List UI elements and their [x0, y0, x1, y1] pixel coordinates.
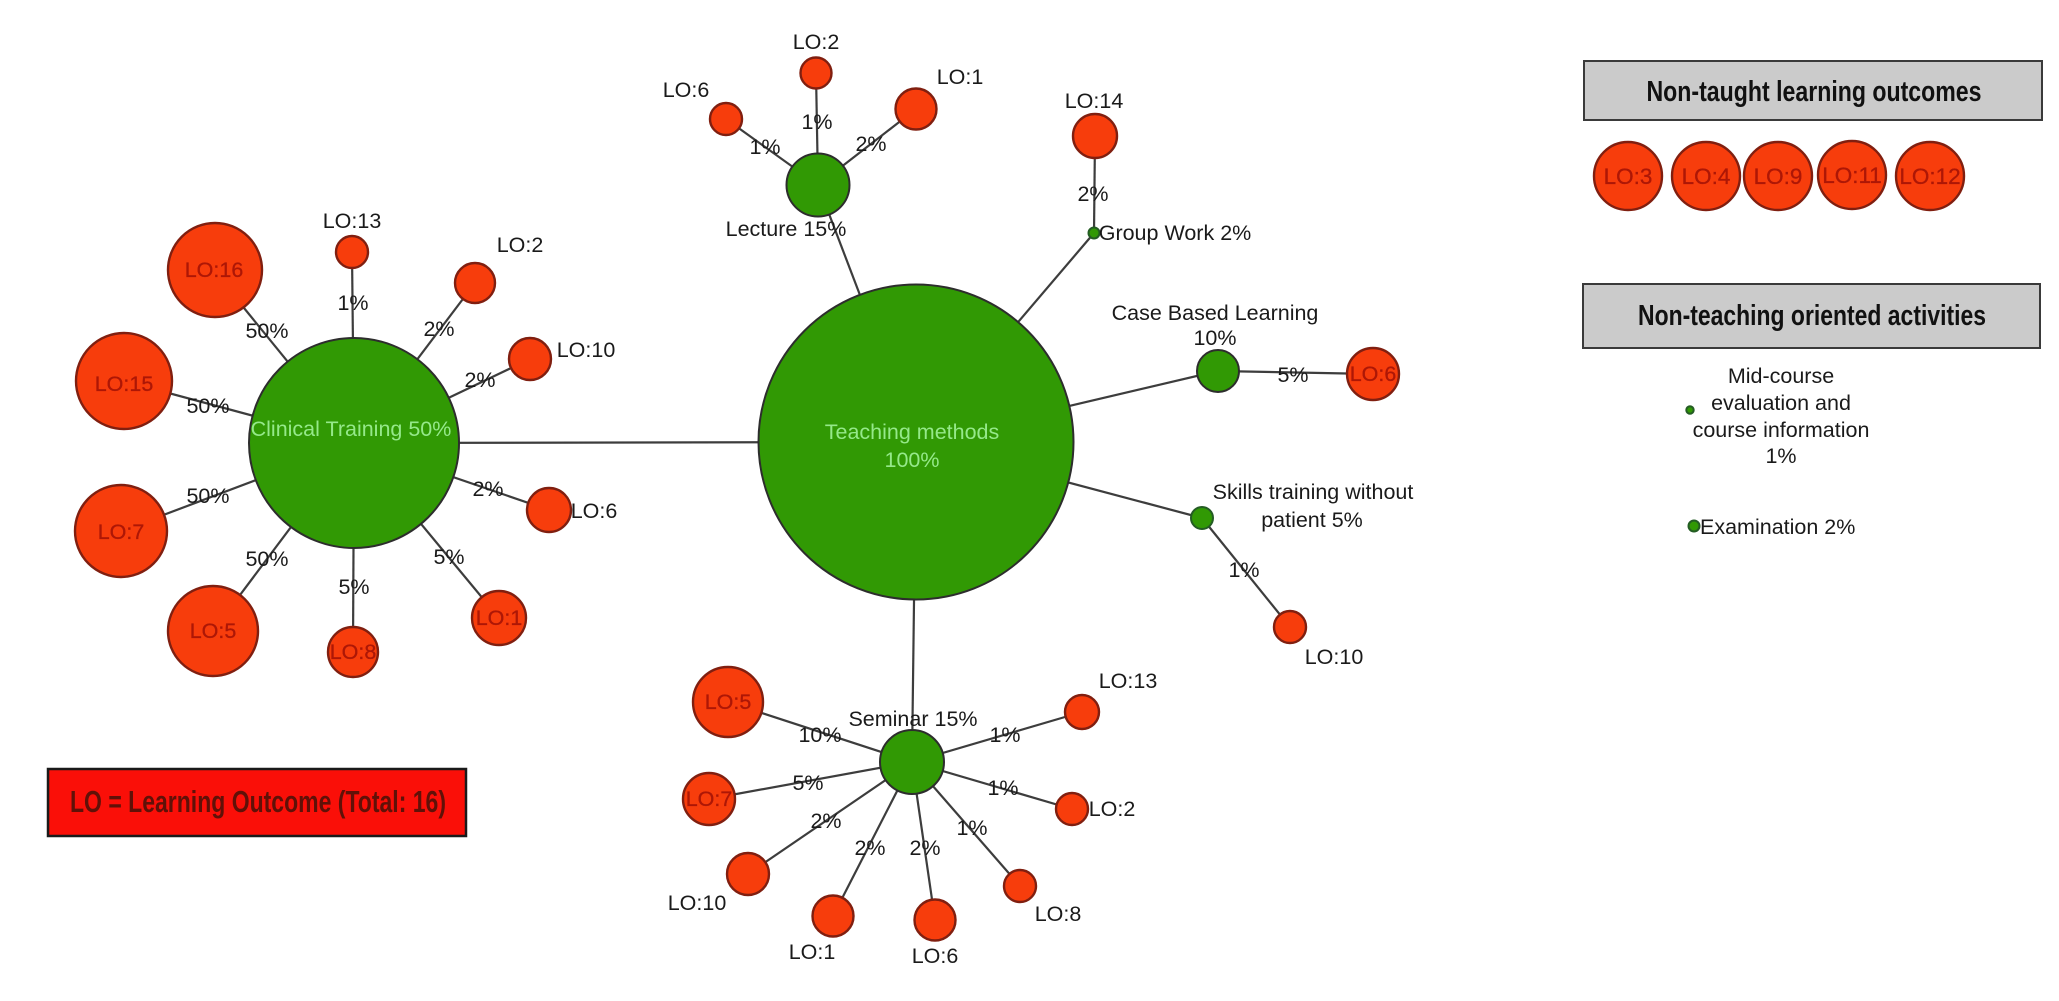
svg-text:LO:8: LO:8: [330, 640, 377, 664]
svg-text:LO:7: LO:7: [686, 787, 733, 811]
svg-text:1%: 1%: [1765, 444, 1796, 468]
svg-text:2%: 2%: [855, 132, 886, 156]
svg-text:LO:1: LO:1: [937, 65, 984, 89]
svg-text:LO:1: LO:1: [789, 940, 836, 964]
svg-text:Teaching methods: Teaching methods: [825, 420, 1000, 444]
svg-text:Case Based Learning: Case Based Learning: [1112, 301, 1319, 325]
svg-text:LO = Learning Outcome (Total:: LO = Learning Outcome (Total: 16): [70, 784, 446, 819]
svg-text:Clinical Training 50%: Clinical Training 50%: [251, 417, 452, 441]
svg-text:LO:6: LO:6: [571, 499, 618, 523]
svg-text:100%: 100%: [885, 448, 940, 472]
svg-text:2%: 2%: [464, 368, 495, 392]
svg-text:LO:6: LO:6: [912, 944, 959, 968]
svg-text:50%: 50%: [186, 484, 229, 508]
svg-text:1%: 1%: [987, 776, 1018, 800]
svg-text:LO:13: LO:13: [1099, 669, 1158, 693]
svg-text:1%: 1%: [1228, 558, 1259, 582]
svg-text:LO:11: LO:11: [1822, 163, 1882, 188]
svg-text:Group Work 2%: Group Work 2%: [1099, 221, 1252, 245]
svg-text:LO:12: LO:12: [1899, 164, 1960, 189]
svg-text:1%: 1%: [337, 291, 368, 315]
svg-text:evaluation and: evaluation and: [1711, 391, 1851, 415]
svg-text:Mid-course: Mid-course: [1728, 364, 1834, 388]
svg-text:2%: 2%: [472, 477, 503, 501]
svg-text:10%: 10%: [798, 723, 841, 747]
svg-text:LO:15: LO:15: [95, 372, 154, 396]
svg-text:LO:5: LO:5: [705, 690, 752, 714]
svg-text:1%: 1%: [749, 135, 780, 159]
svg-text:LO:2: LO:2: [1089, 797, 1136, 821]
svg-text:Lecture 15%: Lecture 15%: [726, 217, 847, 241]
svg-text:course information: course information: [1693, 418, 1870, 442]
svg-text:LO:10: LO:10: [557, 338, 616, 362]
svg-text:Non-taught learning outcomes: Non-taught learning outcomes: [1647, 76, 1982, 108]
svg-text:Seminar 15%: Seminar 15%: [848, 707, 977, 731]
svg-text:1%: 1%: [989, 723, 1020, 747]
svg-text:50%: 50%: [245, 319, 288, 343]
svg-text:50%: 50%: [186, 394, 229, 418]
svg-text:LO:14: LO:14: [1065, 89, 1124, 113]
svg-text:2%: 2%: [1077, 182, 1108, 206]
svg-text:5%: 5%: [433, 545, 464, 569]
svg-text:patient 5%: patient 5%: [1261, 508, 1363, 532]
svg-text:LO:16: LO:16: [185, 258, 244, 282]
svg-text:LO:2: LO:2: [497, 233, 544, 257]
svg-text:LO:4: LO:4: [1682, 164, 1731, 189]
svg-text:2%: 2%: [810, 809, 841, 833]
svg-text:LO:7: LO:7: [98, 520, 145, 544]
svg-text:5%: 5%: [1277, 363, 1308, 387]
svg-text:2%: 2%: [854, 836, 885, 860]
svg-text:1%: 1%: [801, 110, 832, 134]
svg-text:1%: 1%: [956, 816, 987, 840]
svg-text:Examination 2%: Examination 2%: [1700, 515, 1855, 539]
svg-text:2%: 2%: [423, 317, 454, 341]
svg-text:LO:13: LO:13: [323, 209, 382, 233]
svg-text:50%: 50%: [245, 547, 288, 571]
svg-text:2%: 2%: [909, 836, 940, 860]
svg-text:LO:1: LO:1: [476, 606, 523, 630]
svg-text:10%: 10%: [1193, 326, 1236, 350]
svg-text:LO:3: LO:3: [1604, 164, 1653, 189]
svg-text:LO:6: LO:6: [663, 78, 710, 102]
svg-text:5%: 5%: [792, 771, 823, 795]
svg-text:LO:5: LO:5: [190, 619, 237, 643]
svg-text:Skills training without: Skills training without: [1213, 480, 1414, 504]
svg-text:LO:9: LO:9: [1754, 164, 1803, 189]
svg-text:LO:2: LO:2: [793, 30, 840, 54]
svg-text:LO:6: LO:6: [1350, 362, 1397, 386]
svg-text:LO:10: LO:10: [1305, 645, 1364, 669]
svg-text:LO:10: LO:10: [668, 891, 727, 915]
svg-text:Non-teaching oriented activiti: Non-teaching oriented activities: [1638, 300, 1986, 332]
svg-text:LO:8: LO:8: [1035, 902, 1082, 926]
svg-text:5%: 5%: [338, 575, 369, 599]
